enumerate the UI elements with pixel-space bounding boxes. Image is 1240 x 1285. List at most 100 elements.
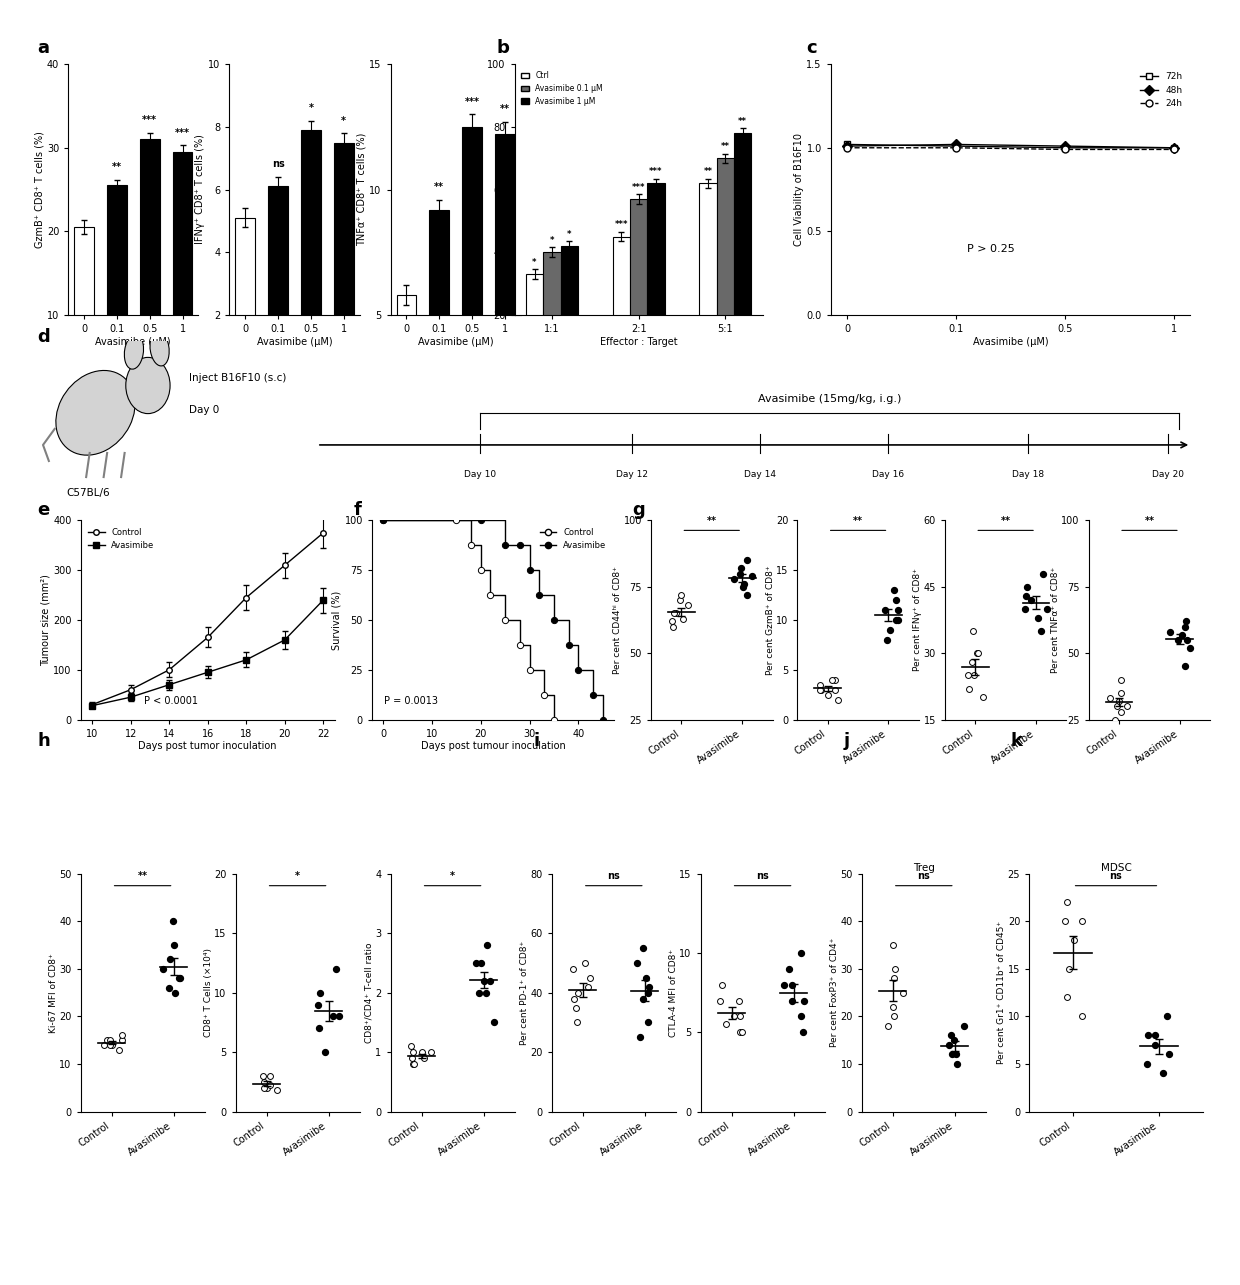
Point (578, 977, 598, 997)
Text: **: ** (853, 517, 863, 527)
Y-axis label: Per cent FoxP3⁺ of CD4⁺: Per cent FoxP3⁺ of CD4⁺ (830, 938, 839, 1047)
Point (733, 577, 753, 598)
Line: 72h: 72h (843, 141, 1178, 152)
Point (1028, 608, 1048, 628)
Point (662, 617, 682, 637)
Text: b: b (496, 39, 508, 57)
Point (402, 1036, 422, 1056)
Legend: Ctrl, Avasimibe 0.1 μM, Avasimibe 1 μM: Ctrl, Avasimibe 0.1 μM, Avasimibe 1 μM (518, 68, 606, 109)
Point (165, 982, 185, 1002)
Point (673, 608, 693, 628)
Title: Treg: Treg (913, 864, 935, 873)
Text: ns: ns (608, 871, 620, 882)
Ellipse shape (125, 357, 170, 414)
Point (671, 585, 691, 605)
Point (1158, 1045, 1178, 1065)
Text: ns: ns (756, 871, 769, 882)
Point (634, 988, 653, 1009)
Point (322, 1006, 342, 1027)
Bar (543, 252, 560, 378)
Point (962, 621, 982, 641)
Point (939, 1034, 959, 1055)
Point (404, 1054, 424, 1074)
Text: Day 16: Day 16 (872, 470, 904, 479)
Line: 24h: 24h (843, 144, 1178, 153)
Point (422, 1042, 441, 1063)
72h (1058, 140, 1073, 155)
Point (1071, 1006, 1091, 1027)
Point (476, 982, 496, 1002)
Y-axis label: Per cent GzmB⁺ of CD8⁺: Per cent GzmB⁺ of CD8⁺ (765, 565, 775, 675)
Point (712, 974, 732, 995)
Point (884, 1006, 904, 1027)
Point (100, 1034, 120, 1055)
Bar (734, 134, 751, 378)
Y-axis label: Survival (%): Survival (%) (332, 590, 342, 650)
Point (1059, 959, 1079, 979)
Text: j: j (843, 732, 849, 750)
Point (639, 977, 658, 997)
Point (165, 935, 185, 956)
Point (474, 970, 494, 991)
Text: *: * (295, 871, 300, 882)
Point (810, 675, 830, 695)
Bar (560, 245, 578, 378)
Text: g: g (632, 501, 645, 519)
Point (888, 600, 908, 621)
Point (112, 1031, 131, 1051)
Text: **: ** (1145, 517, 1154, 527)
Point (967, 642, 987, 663)
Point (889, 610, 909, 631)
Point (946, 1045, 966, 1065)
Point (880, 619, 900, 640)
Bar (140, 140, 160, 398)
Point (1111, 669, 1131, 690)
Text: *: * (309, 103, 314, 113)
Text: h: h (37, 732, 50, 750)
Point (484, 1013, 503, 1033)
Point (1158, 1006, 1178, 1027)
Point (724, 568, 744, 589)
Point (662, 612, 682, 632)
Bar (172, 152, 192, 398)
Text: Inject B16F10 (s.c): Inject B16F10 (s.c) (188, 373, 286, 383)
Text: ***: *** (615, 220, 627, 229)
Text: ***: *** (465, 96, 480, 107)
Point (1055, 911, 1075, 932)
Y-axis label: GzmB⁺ CD8⁺ T cells (%): GzmB⁺ CD8⁺ T cells (%) (33, 131, 43, 248)
Point (828, 689, 848, 709)
Text: ***: *** (143, 116, 157, 125)
Point (162, 911, 182, 932)
Point (309, 1018, 329, 1038)
Bar (301, 130, 321, 378)
Y-axis label: TNFα⁺ CD8⁺ T cells (%): TNFα⁺ CD8⁺ T cells (%) (356, 132, 366, 247)
Point (942, 1045, 962, 1065)
24h (1058, 141, 1073, 157)
X-axis label: Days post tumour inoculation: Days post tumour inoculation (420, 741, 565, 752)
Text: P < 0.0001: P < 0.0001 (144, 695, 198, 705)
Point (955, 1015, 975, 1036)
Point (885, 590, 905, 610)
Legend: Control, Avasimibe: Control, Avasimibe (84, 524, 157, 554)
Text: **: ** (720, 141, 730, 150)
Text: **: ** (500, 104, 510, 114)
Point (326, 959, 346, 979)
Text: *: * (567, 230, 572, 239)
Point (791, 943, 811, 964)
Point (724, 1006, 744, 1027)
Point (639, 1013, 658, 1033)
Text: a: a (37, 39, 50, 57)
Point (730, 563, 750, 583)
Bar (236, 217, 255, 378)
Y-axis label: Per cent Gr1⁺ CD11b⁺ of CD45⁺: Per cent Gr1⁺ CD11b⁺ of CD45⁺ (997, 921, 1007, 1064)
Bar (334, 143, 353, 378)
Ellipse shape (124, 334, 144, 369)
Text: *: * (532, 258, 537, 267)
72h (839, 136, 854, 152)
Bar (613, 236, 630, 378)
Legend: Control, Avasimibe: Control, Avasimibe (537, 524, 610, 554)
Point (1179, 637, 1199, 658)
Point (791, 1006, 811, 1027)
Point (465, 952, 485, 973)
Point (258, 1077, 278, 1097)
